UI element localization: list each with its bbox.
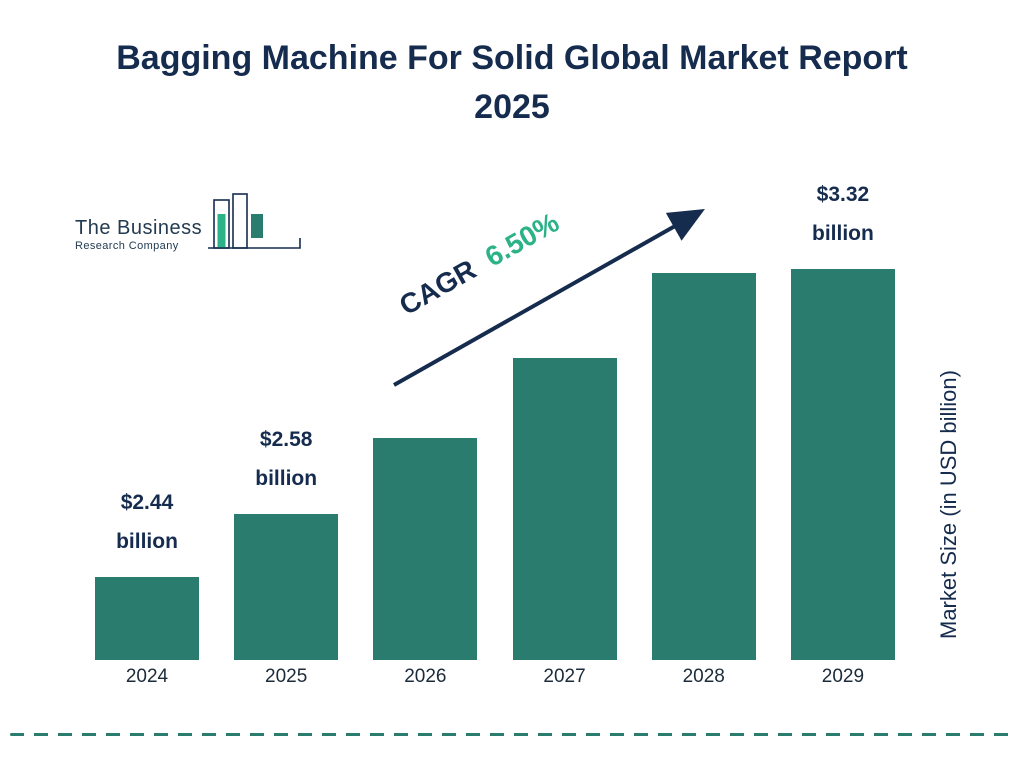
bar-column: $2.58 billion: [234, 175, 339, 660]
x-axis-tick-label: 2026: [404, 666, 447, 687]
x-axis-tick-label: 2024: [125, 666, 169, 687]
bottom-dashed-divider: [10, 733, 1014, 736]
bar-value-label: $2.58 billion: [255, 428, 318, 490]
bar-column: $2.44 billion: [95, 175, 199, 660]
bar: [95, 577, 199, 660]
bar: [373, 438, 478, 660]
x-axis-tick-label: 2025: [265, 666, 308, 687]
bar-column: [373, 175, 478, 660]
x-axis-tick-label: 2029: [821, 666, 865, 687]
company-logo: The Business Research Company: [75, 192, 308, 260]
x-axis-tick-label: 2027: [543, 666, 586, 687]
logo-text: The Business Research Company: [75, 217, 202, 260]
logo-company-name: The Business: [75, 217, 203, 239]
logo-company-subtitle: Research Company: [75, 240, 179, 252]
x-axis-tick-label: 2028: [682, 666, 725, 687]
logo-bars-icon: [208, 193, 301, 249]
bar-chart-plot: $2.44 billion $2.58 billion $3.32 billion: [95, 175, 895, 660]
bar-column: [512, 175, 617, 660]
bar-column: $3.32 billion: [790, 175, 895, 660]
bar: [790, 269, 895, 660]
bar: [651, 273, 756, 660]
chart-title: Bagging Machine For Solid Global Market …: [116, 39, 908, 126]
bar: [234, 514, 339, 660]
bar-value-label: $2.44 billion: [116, 491, 178, 553]
bar: [512, 358, 617, 660]
bar-value-label: $3.32 billion: [812, 183, 874, 245]
bar-column: [651, 175, 756, 660]
y-axis-label: Market Size (in USD billion): [936, 370, 961, 640]
x-axis-labels: 2024 2025 2026 2027 2028 2029: [95, 666, 895, 688]
